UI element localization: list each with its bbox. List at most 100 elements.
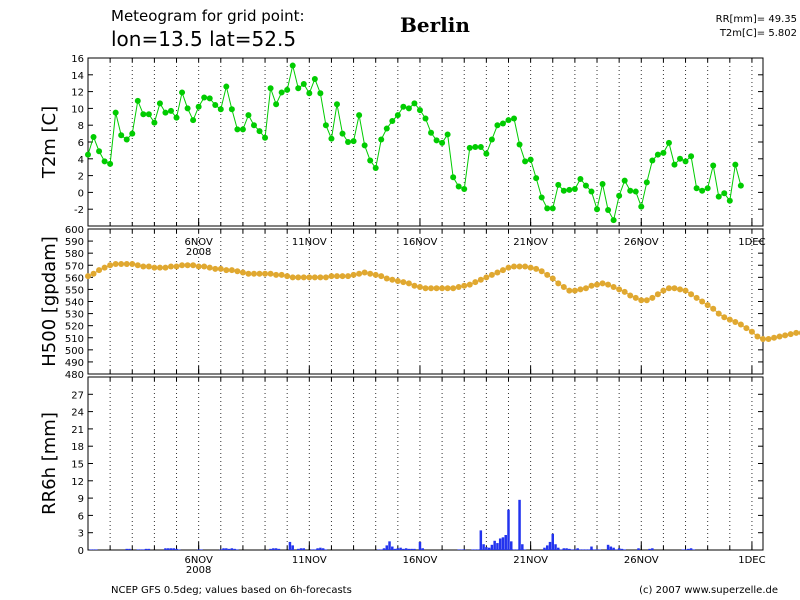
data-point [422,285,429,292]
precip-bar [557,547,560,550]
precip-bar [277,548,281,550]
data-point [239,269,246,276]
data-point [544,205,551,212]
precip-bar [225,548,228,550]
data-point [184,105,191,112]
data-point [256,270,263,277]
precip-bar [385,545,389,550]
data-point [599,280,606,287]
precip-bar [476,549,480,550]
data-point [555,280,562,287]
data-point [300,81,307,88]
data-point [190,262,197,269]
precip-bar [474,549,477,550]
footer-copyright: (c) 2007 www.superzelle.de [639,585,778,596]
tick-label-y: 18 [71,442,84,453]
data-point [345,139,352,145]
precip-bar [501,537,505,550]
data-point [499,120,506,127]
precip-bar [559,549,563,550]
data-point [477,276,484,283]
precip-bar [399,547,402,550]
data-point [90,270,97,277]
precip-bar [139,549,142,550]
precip-bar [482,544,485,550]
data-point [588,282,595,289]
precip-bar [518,499,521,550]
precip-bar [490,544,494,550]
precip-bar [172,548,176,550]
tick-label-y: 6 [78,511,84,522]
data-point [140,263,147,270]
precip-bar [548,541,552,550]
data-point [477,144,484,151]
precip-bar [200,549,203,550]
data-point [782,332,789,339]
data-point [765,335,772,342]
data-point [123,261,130,268]
data-point [472,279,479,286]
data-point [494,269,501,276]
data-point [516,263,523,270]
data-point [544,271,551,278]
data-point [383,125,390,132]
precip-bar [313,549,317,550]
plot-frame [87,376,764,551]
data-point [444,285,451,292]
data-point [206,95,213,102]
data-point [627,187,634,194]
precip-bar [620,548,624,550]
precip-bar [471,549,474,550]
data-point [140,111,147,118]
data-point [776,333,783,340]
data-point [333,101,340,108]
tick-label-y: 540 [65,298,84,309]
data-point [101,158,108,165]
tick-label-y: 12 [71,477,84,488]
axis-label-y: H500 [gpdam] [39,236,60,367]
data-point [433,285,440,292]
precip-bar [692,549,696,550]
data-point [516,141,523,148]
data-point [201,94,208,101]
precip-bar [598,549,602,550]
tick-label-y: 16 [71,54,84,65]
data-point [416,284,423,290]
data-point [505,264,512,271]
data-point [134,262,141,269]
precip-bar [623,549,626,550]
precip-bar [612,547,615,550]
header-title-line2: lon=13.5 lat=52.5 [111,27,296,51]
data-point [372,165,379,172]
precip-bar [147,548,151,550]
precip-bar [637,548,640,550]
data-point [793,329,800,336]
data-point [549,205,556,212]
data-point [699,298,706,305]
data-point [721,190,728,197]
plot-frame [87,57,764,227]
data-point [217,265,224,272]
precip-bar [393,548,397,550]
precip-bar [319,547,322,550]
tick-label-x: 16NOV [403,555,438,566]
precip-bar [681,549,685,550]
data-point [195,103,202,110]
data-point [184,262,191,269]
data-point [771,334,778,341]
data-point [217,106,224,113]
data-point [322,122,329,129]
precip-bar [545,545,549,550]
tick-label-y: 27 [71,390,84,401]
precip-bar [523,549,527,550]
t2m-info: T2m[C]= 5.802 [719,28,797,39]
data-point [538,268,545,275]
data-point [488,271,495,278]
data-point [715,310,722,317]
data-point [677,286,684,293]
data-point [411,282,418,289]
data-point [549,275,556,282]
data-point [383,275,390,282]
precip-bar [579,549,582,550]
